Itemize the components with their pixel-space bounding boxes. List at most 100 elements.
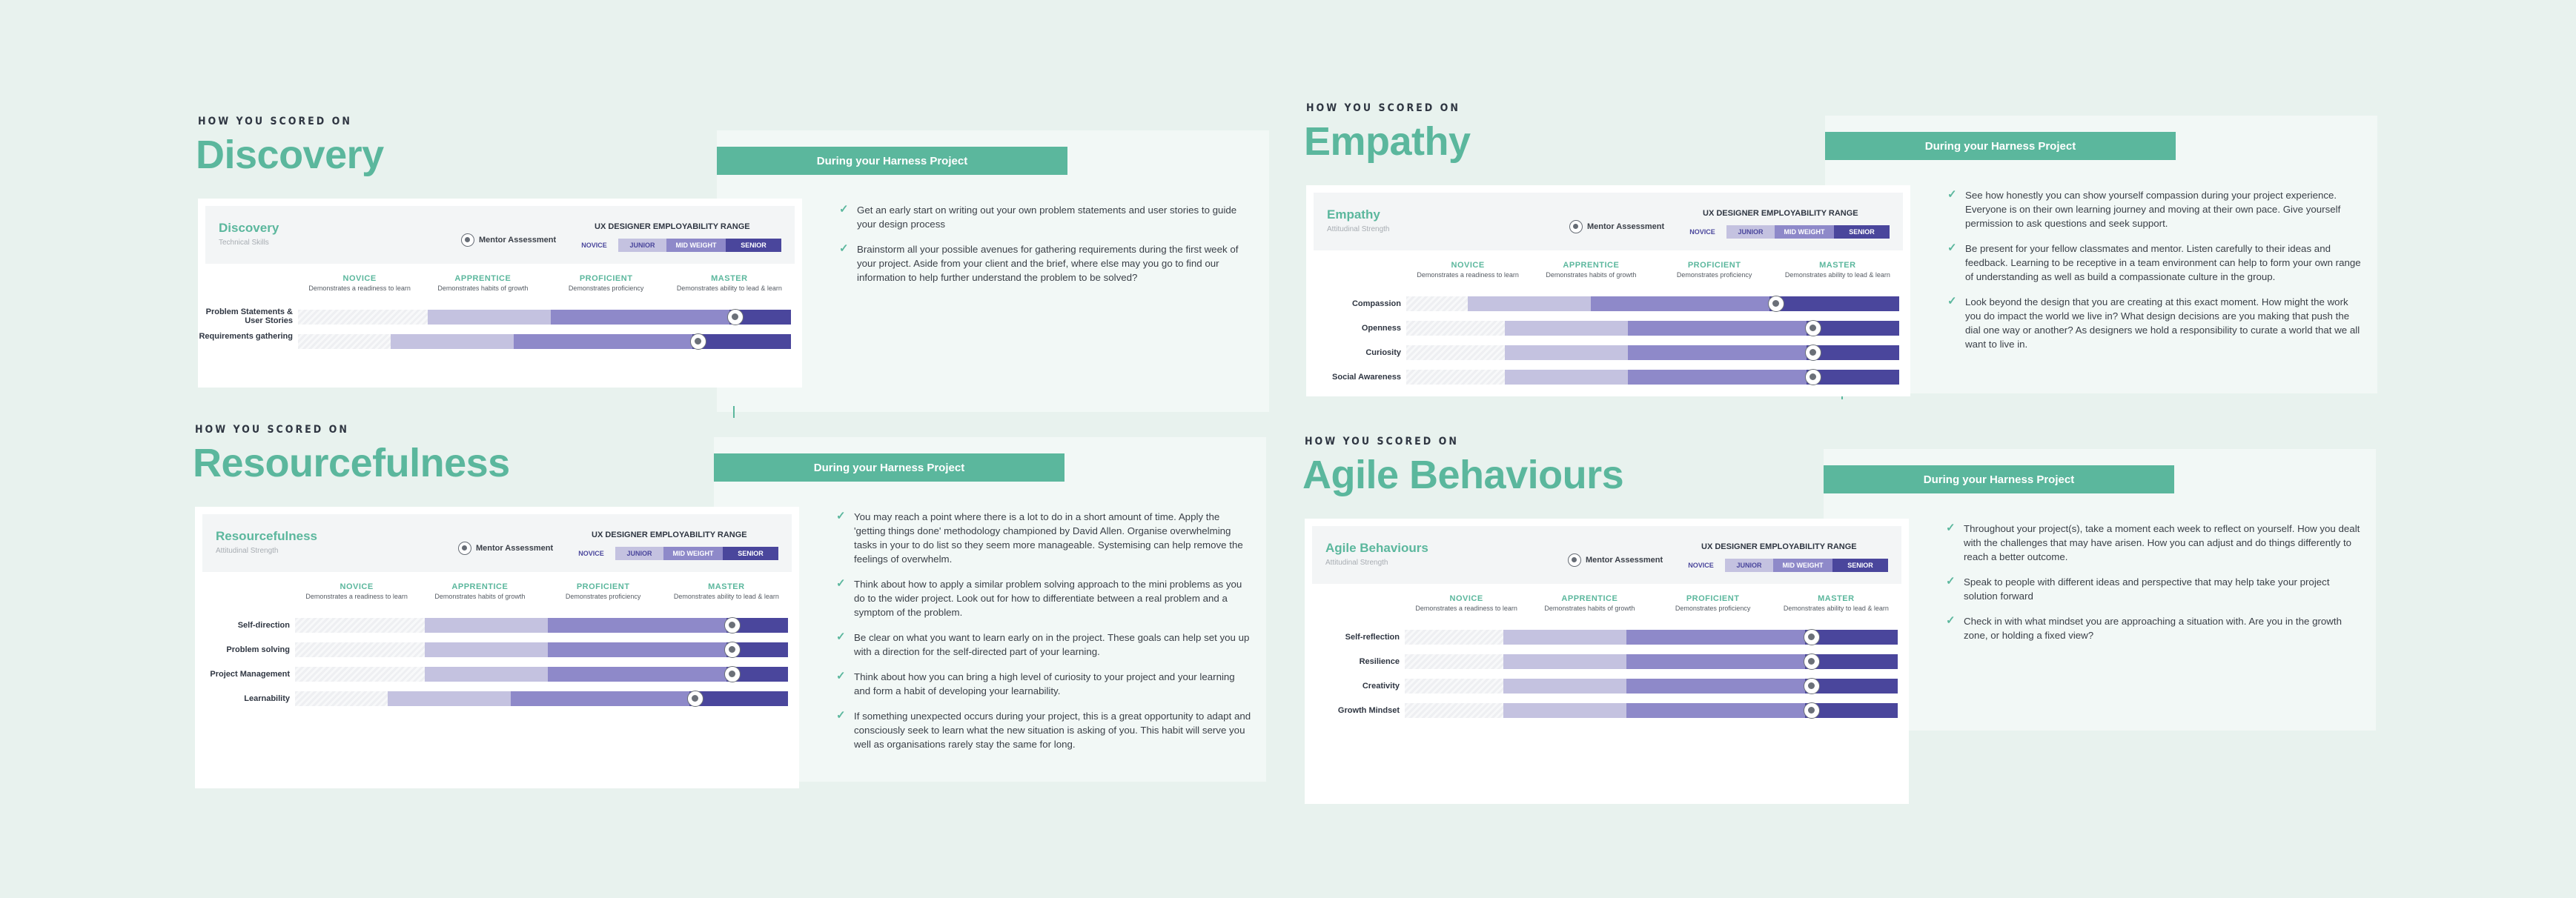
segment-novice xyxy=(298,310,428,325)
level-desc: Demonstrates proficiency xyxy=(568,285,644,292)
segment-midweight xyxy=(547,618,726,633)
mentor-label: Mentor Assessment xyxy=(1586,556,1663,565)
range-legend: NOVICE JUNIOR MID WEIGHT SENIOR xyxy=(1678,225,1890,239)
segment-senior xyxy=(1769,296,1899,311)
tips-panel-discovery xyxy=(717,130,1269,412)
mentor-score-marker xyxy=(1804,320,1821,336)
segment-senior xyxy=(1805,630,1898,645)
mentor-score-marker xyxy=(724,666,741,682)
segment-midweight xyxy=(547,667,726,682)
mentor-label: Mentor Assessment xyxy=(1587,222,1665,231)
segment-junior xyxy=(424,642,548,657)
tip-item: ✓ Get an early start on writing out your … xyxy=(839,203,1254,231)
level-name: MASTER xyxy=(708,582,745,591)
tip-text: Look beyond the design that you are crea… xyxy=(1965,296,2360,350)
eyebrow-resourcefulness: HOW YOU SCORED ON xyxy=(195,424,349,436)
range-junior: JUNIOR xyxy=(1726,225,1775,239)
level-name: PROFICIENT xyxy=(1687,261,1741,270)
tip-text: Brainstorm all your possible avenues for… xyxy=(857,244,1239,283)
level-name: NOVICE xyxy=(1451,261,1485,270)
segment-novice xyxy=(295,667,425,682)
segment-junior xyxy=(387,691,511,706)
segment-midweight xyxy=(510,691,689,706)
level-desc: Demonstrates a readiness to learn xyxy=(305,593,408,600)
skill-label: Problem solving xyxy=(226,645,290,654)
section-title-empathy: Empathy xyxy=(1304,119,1471,164)
tip-item: ✓ Throughout your project(s), take a mome… xyxy=(1946,522,2361,564)
skill-label: Curiosity xyxy=(1365,348,1401,357)
skill-label: Openness xyxy=(1361,324,1401,333)
tip-item: ✓ Be present for your fellow classmates a… xyxy=(1947,242,2363,284)
mentor-score-marker xyxy=(724,617,741,633)
segment-senior xyxy=(1805,703,1898,718)
segment-junior xyxy=(390,334,514,349)
level-desc: Demonstrates habits of growth xyxy=(434,593,526,600)
level-apprentice: APPRENTICE Demonstrates habits of growth xyxy=(424,582,535,601)
card-title: Discovery xyxy=(219,221,279,235)
mentor-score-marker xyxy=(1803,702,1820,719)
level-apprentice: APPRENTICE Demonstrates habits of growth xyxy=(1534,594,1645,613)
tips-panel-agile-behaviours xyxy=(1824,449,2376,731)
level-desc: Demonstrates proficiency xyxy=(1676,271,1752,279)
mentor-score-marker xyxy=(687,691,704,707)
tip-text: Be clear on what you want to learn early… xyxy=(854,632,1250,657)
segment-senior xyxy=(1807,370,1899,385)
range-senior: SENIOR xyxy=(1834,225,1890,239)
segment-junior xyxy=(1505,345,1629,360)
tips-list-empathy: ✓ See how honestly you can show yourself … xyxy=(1947,188,2363,362)
mentor-marker-icon xyxy=(1568,553,1581,567)
level-proficient: PROFICIENT Demonstrates proficiency xyxy=(551,274,662,293)
tip-item: ✓ You may reach a point where there is a … xyxy=(836,510,1251,566)
harness-banner-discovery: During your Harness Project xyxy=(717,147,1067,175)
level-master: MASTER Demonstrates ability to lead & lea… xyxy=(1782,261,1893,279)
segment-junior xyxy=(1468,296,1592,311)
mentor-assessment-legend: Mentor Assessment xyxy=(461,233,556,247)
segment-junior xyxy=(1503,630,1627,645)
mentor-assessment-legend: Mentor Assessment xyxy=(458,542,553,555)
section-title-discovery: Discovery xyxy=(196,133,384,177)
check-icon: ✓ xyxy=(1946,575,1956,588)
segment-novice xyxy=(1405,654,1503,669)
check-icon: ✓ xyxy=(836,631,846,643)
tip-item: ✓ See how honestly you can show yourself … xyxy=(1947,188,2363,230)
range-senior: SENIOR xyxy=(723,547,778,560)
segment-novice xyxy=(1405,630,1503,645)
tip-text: See how honestly you can show yourself c… xyxy=(1965,190,2341,229)
check-icon: ✓ xyxy=(1947,295,1957,307)
level-name: MASTER xyxy=(711,274,748,283)
range-novice: NOVICE xyxy=(570,239,618,252)
segment-junior xyxy=(1505,370,1629,385)
card-title: Agile Behaviours xyxy=(1325,541,1428,555)
score-card-resourcefulness: Resourcefulness Attitudinal Strength Mento… xyxy=(195,507,799,788)
level-desc: Demonstrates ability to lead & learn xyxy=(676,285,782,292)
segment-junior xyxy=(1503,703,1627,718)
skill-label: Compassion xyxy=(1351,299,1401,308)
tip-item: ✓ If something unexpected occurs during y… xyxy=(836,709,1251,751)
level-novice: NOVICE Demonstrates a readiness to learn xyxy=(1411,594,1522,613)
mentor-assessment-legend: Mentor Assessment xyxy=(1569,220,1664,233)
mentor-marker-icon xyxy=(461,233,474,247)
segment-novice xyxy=(1405,703,1503,718)
level-name: PROFICIENT xyxy=(579,274,633,283)
skill-track xyxy=(1406,345,1899,361)
check-icon: ✓ xyxy=(836,577,846,590)
mentor-score-marker xyxy=(1803,629,1820,645)
segment-midweight xyxy=(1626,630,1806,645)
tip-text: Think about how you can bring a high lev… xyxy=(854,671,1235,696)
mentor-score-marker xyxy=(690,333,707,350)
tips-list-discovery: ✓ Get an early start on writing out your … xyxy=(839,203,1254,296)
segment-junior xyxy=(424,618,548,633)
level-name: MASTER xyxy=(1818,594,1855,603)
skill-track xyxy=(295,691,788,707)
skill-track xyxy=(1406,369,1899,385)
range-legend: NOVICE JUNIOR MID WEIGHT SENIOR xyxy=(1677,559,1888,572)
tip-item: ✓ Think about how to apply a similar prob… xyxy=(836,577,1251,619)
range-mid-weight: MID WEIGHT xyxy=(666,239,726,252)
segment-midweight xyxy=(1628,345,1807,360)
card-header: Discovery Technical Skills Mentor Assessme… xyxy=(205,206,795,264)
segment-senior xyxy=(1807,345,1899,360)
check-icon: ✓ xyxy=(836,709,846,722)
level-desc: Demonstrates habits of growth xyxy=(1546,271,1637,279)
mentor-score-marker xyxy=(1804,345,1821,361)
range-mid-weight: MID WEIGHT xyxy=(663,547,723,560)
